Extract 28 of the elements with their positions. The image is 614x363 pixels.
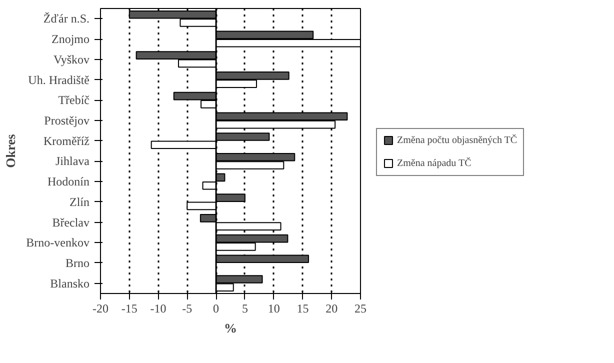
x-tick-label: 15 (296, 302, 309, 316)
x-tick-label: 25 (354, 302, 366, 316)
y-tick-label: Brno-venkov (26, 236, 90, 250)
y-tick-label: Prostějov (44, 113, 90, 128)
legend-label: Změna počtu objasněných TČ (397, 134, 518, 146)
y-axis-title: Okres (3, 134, 18, 168)
y-tick-label: Třebíč (58, 93, 90, 108)
x-tick-label: -20 (92, 302, 108, 316)
legend-label: Změna nápadu TČ (397, 158, 472, 168)
y-tick-label: Vyškov (53, 52, 90, 66)
y-tick-label: Brno (66, 256, 90, 270)
y-tick-label: Břeclav (52, 215, 90, 230)
x-tick-label: -15 (121, 302, 138, 316)
x-tick-label: -10 (150, 302, 166, 316)
x-tick-label: -5 (182, 302, 192, 316)
x-tick-label: 0 (213, 302, 220, 316)
y-tick-label: Žďár n.S. (43, 12, 90, 26)
y-tick-label: Hodonín (48, 174, 90, 189)
y-tick-label: Znojmo (52, 32, 90, 46)
x-axis-title: % (224, 320, 237, 336)
y-tick-label: Jihlava (56, 154, 90, 168)
y-tick-label: Kroměříž (44, 134, 90, 148)
y-tick-label: Blansko (50, 276, 90, 290)
x-tick-label: 20 (326, 302, 338, 316)
x-tick-label: 5 (242, 302, 248, 316)
y-tick-label: Zlín (70, 194, 90, 209)
y-tick-label: Uh. Hradiště (28, 72, 90, 87)
x-tick-label: 10 (268, 302, 280, 316)
